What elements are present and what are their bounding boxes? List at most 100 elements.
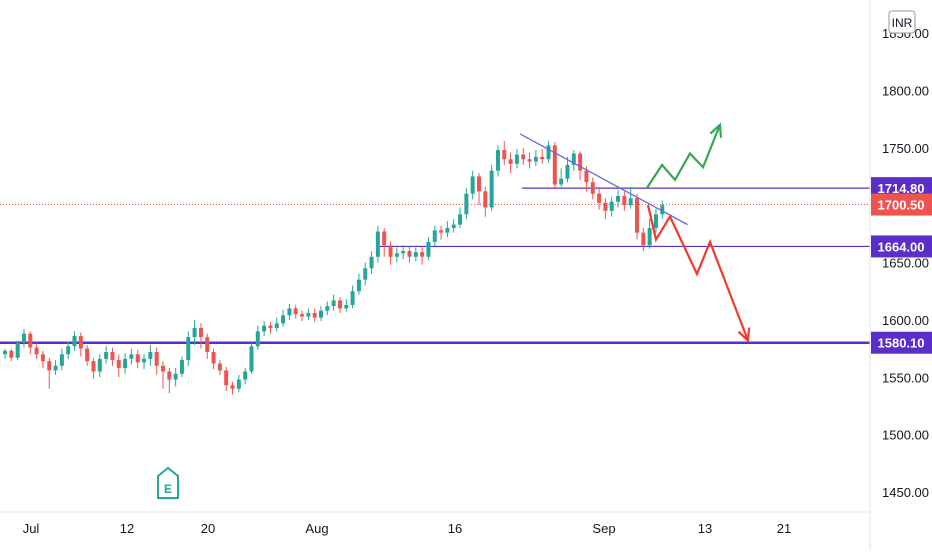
candle-body	[148, 352, 153, 359]
candle-body	[85, 348, 90, 362]
time-tick-label: 20	[201, 521, 215, 536]
candle-body	[104, 352, 109, 359]
candle-body	[477, 176, 481, 192]
candle-body	[21, 333, 26, 343]
candle-body	[161, 365, 165, 372]
candle-body	[72, 335, 77, 347]
candle-body	[300, 314, 305, 317]
price-tick-label: 1800.00	[882, 83, 929, 98]
time-tick-label: 13	[698, 521, 712, 536]
candle-body	[388, 245, 393, 257]
candle-body	[211, 352, 216, 364]
trend-line	[519, 133, 688, 226]
candle-body	[34, 347, 39, 355]
candle-body	[205, 337, 210, 353]
candle-body	[565, 164, 570, 179]
candle-body	[135, 354, 140, 363]
earnings-badge[interactable]: E	[157, 466, 179, 499]
time-tick-label: 21	[777, 521, 791, 536]
candlestick-series	[3, 140, 665, 395]
candle-body	[527, 159, 532, 162]
candle-body	[274, 323, 279, 328]
price-tag	[871, 331, 932, 354]
candle-body	[97, 358, 102, 372]
currency-label: INR	[892, 16, 913, 30]
price-tick-label: 1600.00	[882, 313, 929, 328]
candle-body	[350, 291, 355, 305]
candle-body	[116, 360, 121, 369]
time-tick-label: Sep	[592, 521, 615, 536]
candle-body	[489, 170, 494, 208]
time-axis[interactable]: Jul 12 20 Aug 16 Sep 13 21	[23, 521, 792, 536]
bearish-projection-arrowhead	[737, 327, 751, 343]
time-tick-label: Aug	[305, 521, 328, 536]
candle-body	[28, 333, 33, 348]
candle-body	[584, 170, 589, 183]
candle-body	[293, 308, 298, 315]
price-tick-label: 1500.00	[882, 428, 929, 443]
candle-body	[179, 360, 184, 374]
time-tick-label: 12	[120, 521, 134, 536]
candle-body	[578, 153, 583, 171]
currency-badge[interactable]: INR	[888, 10, 916, 34]
candle-body	[502, 150, 507, 160]
candle-body	[369, 256, 374, 269]
candle-body	[281, 315, 286, 324]
earnings-letter: E	[164, 482, 172, 496]
bullish-projection	[646, 124, 722, 189]
time-tick-label: Jul	[23, 521, 40, 536]
candle-body	[521, 154, 526, 160]
candle-body	[616, 195, 621, 202]
candle-body	[53, 365, 58, 371]
candle-body	[495, 150, 500, 171]
candle-body	[3, 350, 7, 355]
candle-body	[660, 205, 665, 215]
candle-body	[306, 312, 311, 317]
candle-body	[533, 156, 538, 162]
candle-body	[451, 224, 456, 229]
candle-body	[230, 385, 235, 389]
candle-body	[40, 354, 45, 362]
candle-body	[312, 312, 317, 318]
candle-body	[123, 358, 128, 369]
candle-body	[15, 342, 20, 358]
candle-body	[243, 371, 248, 380]
candle-body	[458, 214, 463, 225]
candle-body	[508, 159, 513, 164]
candle-body	[186, 337, 191, 361]
candle-body	[331, 300, 336, 307]
candle-body	[628, 198, 633, 206]
candle-body	[255, 331, 260, 347]
price-tick-label: 1450.00	[882, 485, 929, 500]
price-tag	[871, 235, 932, 258]
candle-body	[559, 178, 564, 185]
candle-body	[394, 253, 399, 257]
candle-body	[110, 352, 115, 361]
price-axis[interactable]: 1850.001800.001750.001700.001650.001600.…	[882, 26, 929, 500]
candle-body	[167, 371, 172, 380]
candle-body	[382, 231, 387, 246]
candle-body	[552, 145, 557, 185]
price-tick-label: 1550.00	[882, 370, 929, 385]
price-tick-label: 1750.00	[882, 141, 929, 156]
candle-body	[344, 304, 349, 309]
candle-body	[653, 214, 658, 229]
candle-body	[268, 325, 273, 328]
price-tag-label: 1700.50	[878, 198, 925, 213]
candle-body	[173, 373, 178, 380]
price-tag-label: 1714.80	[878, 181, 925, 196]
candle-body	[129, 354, 134, 359]
candle-body	[154, 352, 159, 366]
candle-body	[66, 346, 71, 355]
candle-body	[407, 251, 412, 257]
candle-body	[439, 230, 444, 233]
drawings	[519, 122, 751, 343]
candle-body	[325, 306, 330, 311]
candle-body	[217, 363, 222, 371]
candle-body	[224, 370, 229, 386]
candle-body	[622, 195, 627, 206]
candle-body	[603, 202, 608, 211]
candle-body	[609, 201, 614, 211]
